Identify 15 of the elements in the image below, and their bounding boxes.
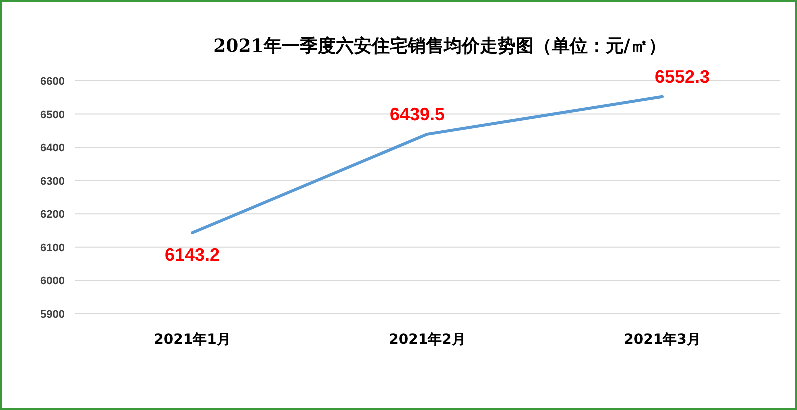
y-tick-label: 6100 [40, 242, 65, 254]
y-tick-label: 6000 [40, 276, 65, 288]
x-tick-label: 2021年1月 [154, 332, 231, 348]
x-tick-label: 2021年2月 [389, 332, 466, 348]
data-label: 6143.2 [164, 245, 220, 266]
x-tick-label: 2021年3月 [624, 332, 701, 348]
y-tick-label: 6200 [40, 209, 65, 222]
y-tick-label: 5900 [40, 309, 65, 321]
y-tick-label: 6300 [40, 176, 65, 188]
y-tick-label: 6500 [40, 109, 65, 122]
data-label: 6439.5 [390, 104, 446, 124]
y-tick-label: 6600 [40, 76, 65, 88]
data-label: 6552.3 [654, 66, 710, 87]
y-tick-label: 6400 [40, 142, 65, 155]
chart-title: 2021年一季度六安住宅销售均价走势图（单位：元/㎡） [214, 36, 666, 57]
